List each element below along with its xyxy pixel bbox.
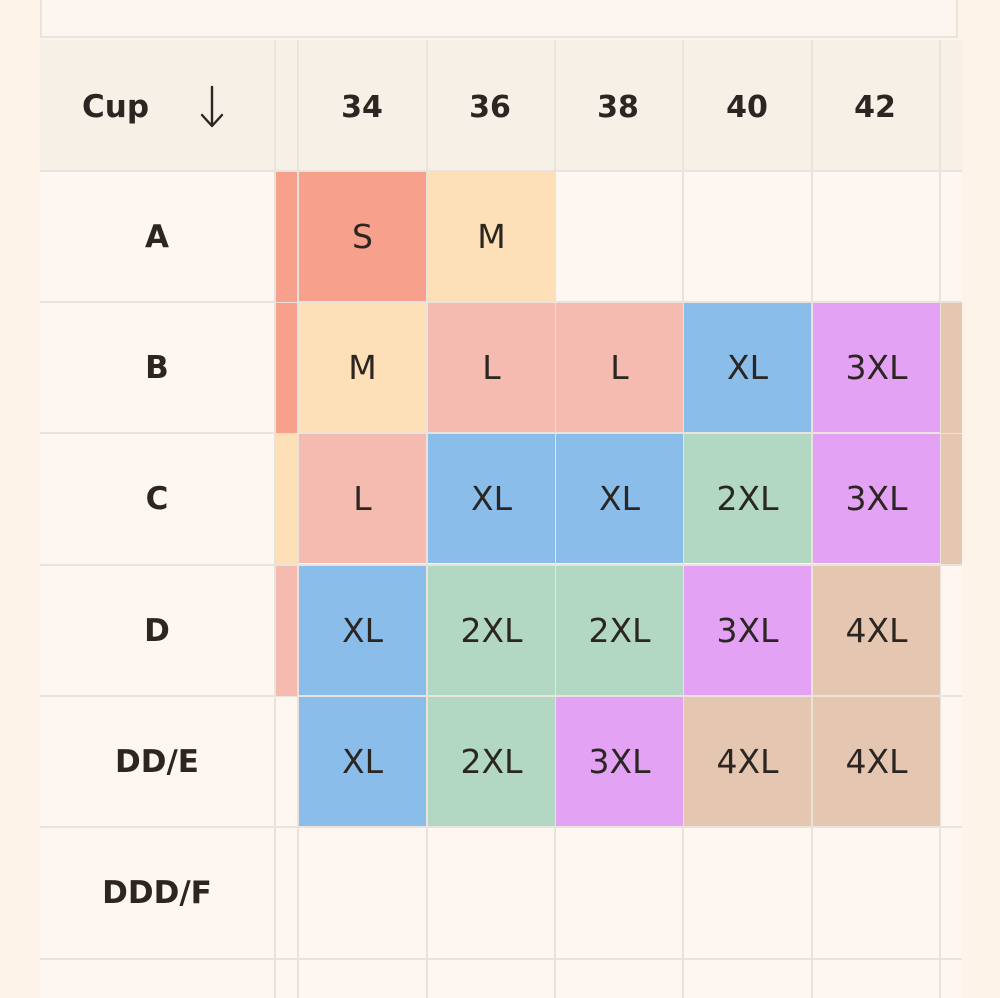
size-cell: [684, 172, 811, 301]
size-cell: XL: [299, 566, 426, 695]
grid-line: [682, 40, 684, 998]
table-header: [40, 40, 962, 170]
size-cell: 3XL: [813, 303, 940, 432]
size-cell: 2XL: [556, 566, 683, 695]
size-cell: L: [556, 303, 683, 432]
cup-size-label: A: [145, 219, 169, 255]
size-cell: XL: [684, 303, 811, 432]
scroll-peek-strip: [276, 434, 297, 564]
size-cell: XL: [556, 434, 683, 563]
scroll-peek-strip: [276, 303, 297, 433]
scroll-peek-strip: [941, 434, 962, 564]
size-cell: M: [299, 303, 426, 432]
grid-line: [40, 432, 962, 434]
size-cell: L: [428, 303, 555, 432]
size-cell: [813, 172, 940, 301]
cup-size-label: B: [145, 350, 169, 386]
band-size-header[interactable]: 42: [854, 89, 896, 125]
size-cell: XL: [428, 434, 555, 563]
grid-line: [426, 40, 428, 998]
size-cell: 4XL: [684, 697, 811, 826]
band-size-header[interactable]: 36: [469, 89, 511, 125]
cup-size-label: DD/E: [115, 744, 199, 780]
scroll-peek-strip: [276, 566, 297, 696]
cup-header-label: Cup: [82, 89, 150, 125]
grid-line: [40, 695, 962, 697]
size-cell: 3XL: [813, 434, 940, 563]
grid-line: [40, 826, 962, 828]
scroll-peek-strip: [276, 172, 297, 302]
band-size-header[interactable]: 40: [726, 89, 768, 125]
size-cell: [556, 172, 683, 301]
grid-line: [939, 40, 941, 998]
size-cell: 2XL: [428, 697, 555, 826]
size-cell: L: [299, 434, 426, 563]
cup-size-label: D: [144, 613, 170, 649]
grid-line: [40, 958, 962, 960]
size-cell: 3XL: [684, 566, 811, 695]
size-cell: M: [428, 172, 555, 301]
grid-line: [811, 40, 813, 998]
grid-line: [40, 170, 962, 172]
cup-size-label: DDD/F: [102, 875, 212, 911]
size-cell: 2XL: [428, 566, 555, 695]
size-cell: [428, 828, 555, 957]
cup-size-label: C: [145, 481, 169, 517]
grid-line: [40, 564, 962, 566]
grid-line: [40, 301, 962, 303]
size-cell: [556, 828, 683, 957]
cup-column-header[interactable]: Cup: [82, 72, 149, 142]
size-cell: S: [299, 172, 426, 301]
size-cell: 3XL: [556, 697, 683, 826]
size-cell: 4XL: [813, 697, 940, 826]
scroll-peek-strip: [941, 303, 962, 433]
band-size-header[interactable]: 38: [597, 89, 639, 125]
band-size-header[interactable]: 34: [341, 89, 383, 125]
size-cell: 4XL: [813, 566, 940, 695]
top-panel: [40, 0, 958, 38]
grid-line: [297, 40, 299, 998]
arrow-down-icon[interactable]: [198, 84, 226, 130]
size-cell: 2XL: [684, 434, 811, 563]
size-cell: [299, 828, 426, 957]
grid-line: [274, 40, 276, 998]
grid-line: [554, 40, 556, 998]
size-cell: [813, 828, 940, 957]
size-cell: [684, 828, 811, 957]
size-cell: XL: [299, 697, 426, 826]
